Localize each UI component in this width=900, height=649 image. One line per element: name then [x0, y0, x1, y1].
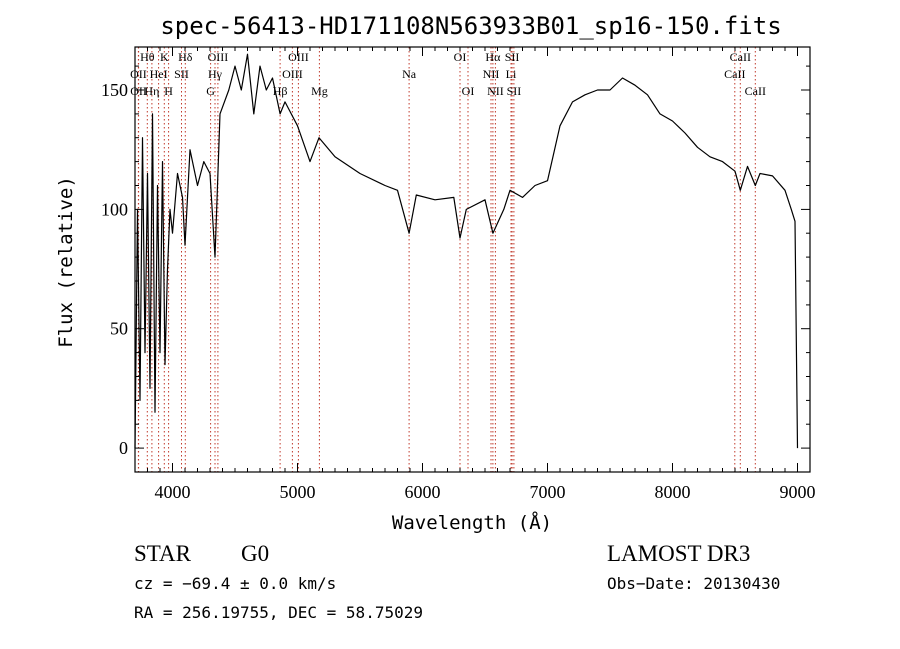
spectral-line-label: NII [487, 84, 504, 98]
spectral-line-label: HeI [150, 67, 168, 81]
x-tick-label: 6000 [405, 482, 441, 502]
x-tick-label: 5000 [280, 482, 316, 502]
plot-area: Hθ K Hδ OIII OIII OI Hα SII CaII OII HeI SII Hγ OIII N… [101, 46, 816, 502]
spectral-line-label: OIII [288, 50, 309, 64]
x-tick-label: 8000 [655, 482, 691, 502]
spectral-subclass: G0 [241, 541, 269, 566]
spectral-line-label: OIII [282, 67, 303, 81]
spectral-line-label: OI [454, 50, 467, 64]
spectral-line-label: Hα [485, 50, 501, 64]
chart-title: spec-56413-HD171108N563933B01_sp16-150.f… [160, 12, 781, 40]
spectral-line-label: SII [507, 84, 522, 98]
spectral-line-label: OII [130, 67, 147, 81]
y-tick-label: 100 [101, 199, 128, 219]
spectral-line-label: CaII [745, 84, 766, 98]
spectral-line-label: Hδ [178, 50, 193, 64]
coordinates: RA = 256.19755, DEC = 58.75029 [134, 603, 423, 622]
spectral-line-label: K [160, 50, 169, 64]
y-axis-label: Flux (relative) [55, 176, 77, 348]
spectral-line-label: Li [506, 67, 517, 81]
spectral-line-label: OI [462, 84, 475, 98]
x-tick-label: 7000 [530, 482, 566, 502]
y-tick-label: 50 [110, 319, 128, 339]
x-tick-label: 4000 [155, 482, 191, 502]
spectral-line-label: G [206, 84, 215, 98]
spectral-line-label: OIII [208, 50, 229, 64]
spectrum-line [134, 53, 799, 449]
spectral-line-label: Mg [311, 84, 328, 98]
object-class: STAR [134, 541, 192, 566]
y-tick-label: 150 [101, 80, 128, 100]
spectral-line-label: H [164, 84, 173, 98]
spectral-line-label: CaII [730, 50, 751, 64]
spectral-line-label: Hθ [140, 50, 155, 64]
spectral-line-label: SII [505, 50, 520, 64]
spectral-line-label: Hγ [208, 67, 223, 81]
observation-date: Obs−Date: 20130430 [607, 574, 780, 593]
redshift-velocity: cz = −69.4 ± 0.0 km/s [134, 574, 336, 593]
x-axis-label: Wavelength (Å) [392, 511, 552, 534]
spectral-line-label: NII [483, 67, 500, 81]
x-tick-label: 9000 [780, 482, 816, 502]
spectral-line-label: CaII [724, 67, 745, 81]
spectral-line-label: SII [174, 67, 189, 81]
survey-name: LAMOST DR3 [607, 541, 750, 566]
spectral-line-label: Hβ [273, 84, 288, 98]
spectral-line-label: Na [402, 67, 417, 81]
plot-frame [134, 46, 811, 473]
spectral-line-label: Hη [144, 84, 159, 98]
y-tick-label: 0 [119, 438, 128, 458]
